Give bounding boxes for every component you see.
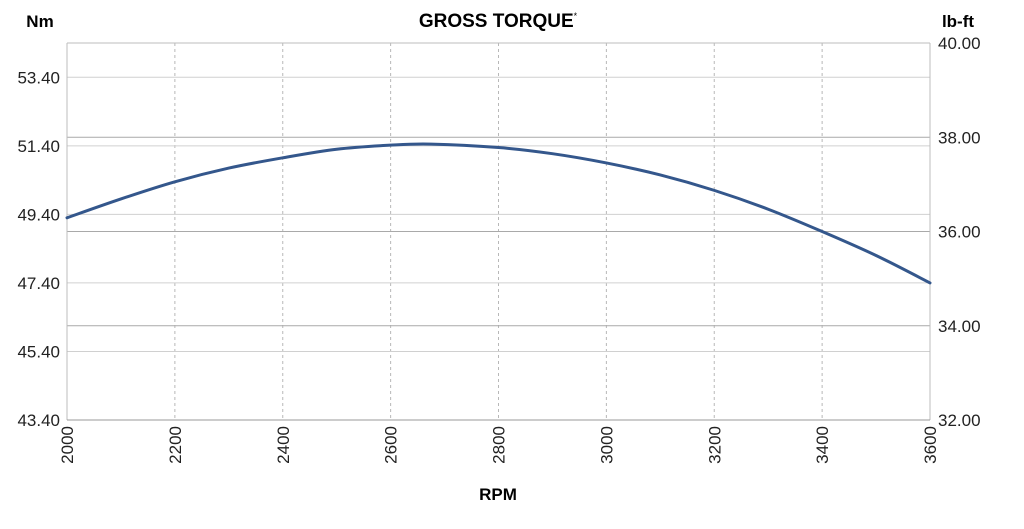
right-tick-label: 40.00 [938, 34, 981, 53]
right-tick-label: 36.00 [938, 223, 981, 242]
left-axis-ticks: 53.40 51.40 49.40 47.40 45.40 43.40 [17, 68, 60, 430]
x-tick-label: 2400 [274, 426, 293, 464]
x-axis-ticks: 2000 2200 2400 2600 2800 3000 3200 3400 3600 [58, 426, 940, 464]
right-tick-label: 34.00 [938, 317, 981, 336]
x-tick-label: 3200 [705, 426, 724, 464]
grid [67, 42, 930, 421]
right-axis-unit: lb-ft [942, 12, 974, 31]
left-tick-label: 45.40 [17, 342, 60, 361]
right-tick-label: 32.00 [938, 411, 981, 430]
left-tick-label: 53.40 [17, 68, 60, 87]
right-axis-ticks: 40.00 38.00 36.00 34.00 32.00 [938, 34, 981, 430]
x-tick-label: 3400 [813, 426, 832, 464]
x-tick-label: 2800 [490, 426, 509, 464]
x-tick-label: 3000 [597, 426, 616, 464]
x-axis-label: RPM [479, 485, 517, 504]
left-tick-label: 51.40 [17, 137, 60, 156]
x-tick-label: 2600 [382, 426, 401, 464]
left-tick-label: 47.40 [17, 274, 60, 293]
left-axis-unit: Nm [26, 12, 53, 31]
right-tick-label: 38.00 [938, 128, 981, 147]
plot-frame [66, 42, 931, 421]
x-tick-label: 2200 [166, 426, 185, 464]
chart-title: GROSS TORQUE* [419, 11, 578, 32]
x-tick-label: 3600 [921, 426, 940, 464]
left-tick-label: 43.40 [17, 411, 60, 430]
torque-line [65, 142, 932, 285]
series-group [65, 142, 932, 285]
x-tick-label: 2000 [58, 426, 77, 464]
left-tick-label: 49.40 [17, 205, 60, 224]
